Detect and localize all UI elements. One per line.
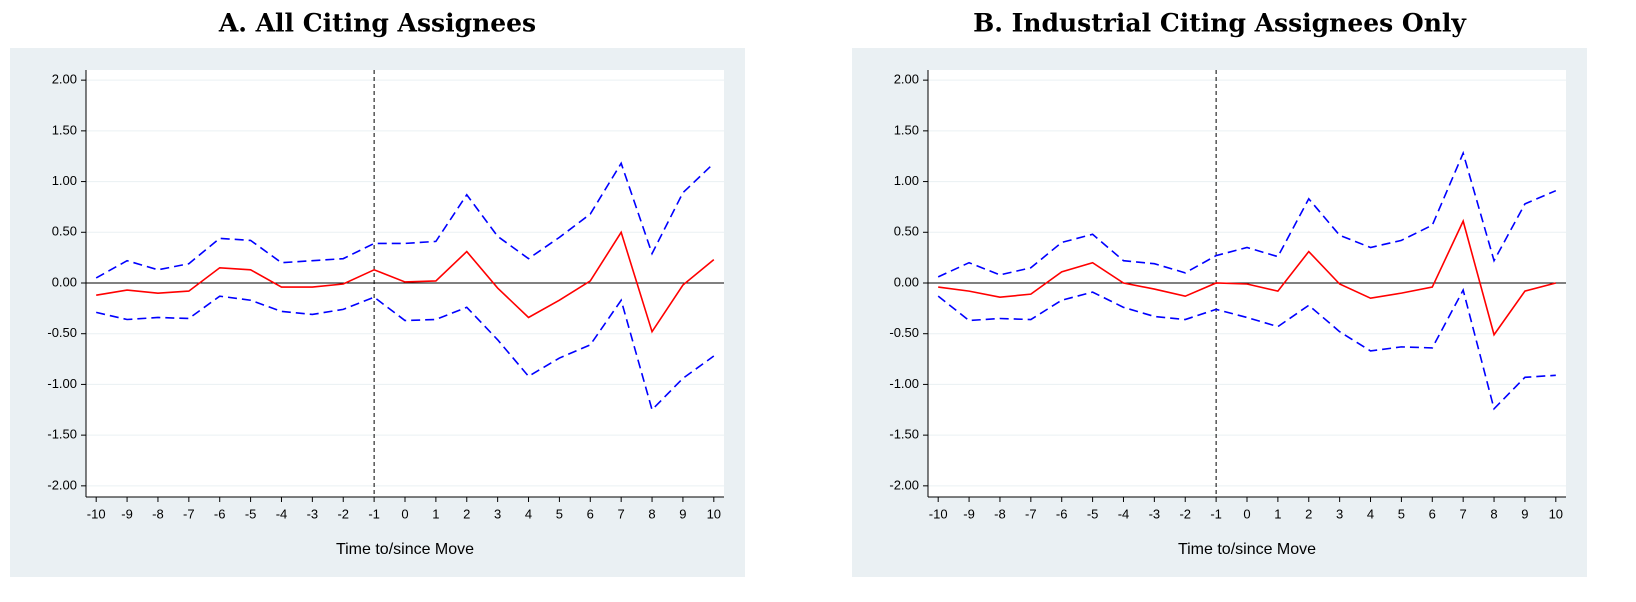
y-tick-label: -1.50 [889,427,919,442]
x-tick-label: 2 [463,506,470,521]
x-tick-label: -6 [214,506,226,521]
x-axis-label: Time to/since Move [1178,541,1316,558]
x-tick-label: 4 [525,506,532,521]
x-tick-label: -10 [929,506,948,521]
y-tick-label: 1.00 [52,173,77,188]
x-tick-label: 1 [432,506,439,521]
x-tick-label: 10 [1549,506,1563,521]
x-tick-label: 3 [1336,506,1343,521]
x-tick-label: -9 [121,506,133,521]
x-tick-label: -1 [1210,506,1222,521]
x-tick-label: 5 [556,506,563,521]
x-axis-label: Time to/since Move [336,541,474,558]
x-tick-label: -9 [963,506,975,521]
x-tick-label: -3 [307,506,319,521]
series-line [937,150,1557,278]
y-tick-label: -1.00 [889,376,919,391]
x-tick-label: 8 [1490,506,1497,521]
x-tick-label: 0 [1243,506,1250,521]
x-tick-label: 7 [618,506,625,521]
series-line [95,161,715,279]
x-tick-label: 2 [1305,506,1312,521]
x-tick-label: 9 [679,506,686,521]
y-tick-label: -2.00 [47,477,77,492]
x-tick-label: 5 [1398,506,1405,521]
y-tick-label: 0.00 [52,274,77,289]
y-tick-label: -1.50 [47,427,77,442]
y-tick-label: 1.50 [52,122,77,137]
chart-title: B. Industrial Citing Assignees Only [973,9,1467,38]
y-tick-label: -0.50 [889,325,919,340]
y-tick-label: -2.00 [889,477,919,492]
series-line [938,218,1557,337]
x-tick-label: 4 [1367,506,1374,521]
y-tick-label: 0.00 [894,274,919,289]
x-tick-label: -2 [337,506,349,521]
x-tick-label: 3 [494,506,501,521]
x-tick-label: -7 [1025,506,1037,521]
chart-title: A. All Citing Assignees [218,9,536,38]
x-tick-label: 8 [648,506,655,521]
x-tick-label: -5 [1087,506,1099,521]
x-tick-label: 0 [401,506,408,521]
y-tick-label: 2.00 [52,72,77,87]
y-tick-label: 0.50 [894,224,919,239]
x-tick-label: 1 [1274,506,1281,521]
y-tick-label: -1.00 [47,376,77,391]
x-tick-label: -6 [1056,506,1068,521]
x-tick-label: -10 [87,506,106,521]
x-tick-label: -1 [368,506,380,521]
x-tick-label: 7 [1460,506,1467,521]
x-tick-label: -8 [152,506,164,521]
y-tick-label: -0.50 [47,325,77,340]
y-tick-label: 0.50 [52,224,77,239]
series-line [96,295,715,412]
y-tick-label: 2.00 [894,72,919,87]
x-tick-label: -3 [1149,506,1161,521]
y-tick-label: 1.00 [894,173,919,188]
series-line [96,230,715,334]
series-line [937,287,1556,411]
plot-area [86,70,724,497]
x-tick-label: -5 [245,506,257,521]
x-tick-label: -4 [276,506,288,521]
x-tick-label: 6 [587,506,594,521]
x-tick-label: 9 [1521,506,1528,521]
x-tick-label: 6 [1429,506,1436,521]
y-tick-label: 1.50 [894,122,919,137]
x-tick-label: 10 [707,506,721,521]
x-tick-label: -7 [183,506,195,521]
x-tick-label: -2 [1179,506,1191,521]
x-tick-label: -4 [1118,506,1130,521]
x-tick-label: -8 [994,506,1006,521]
